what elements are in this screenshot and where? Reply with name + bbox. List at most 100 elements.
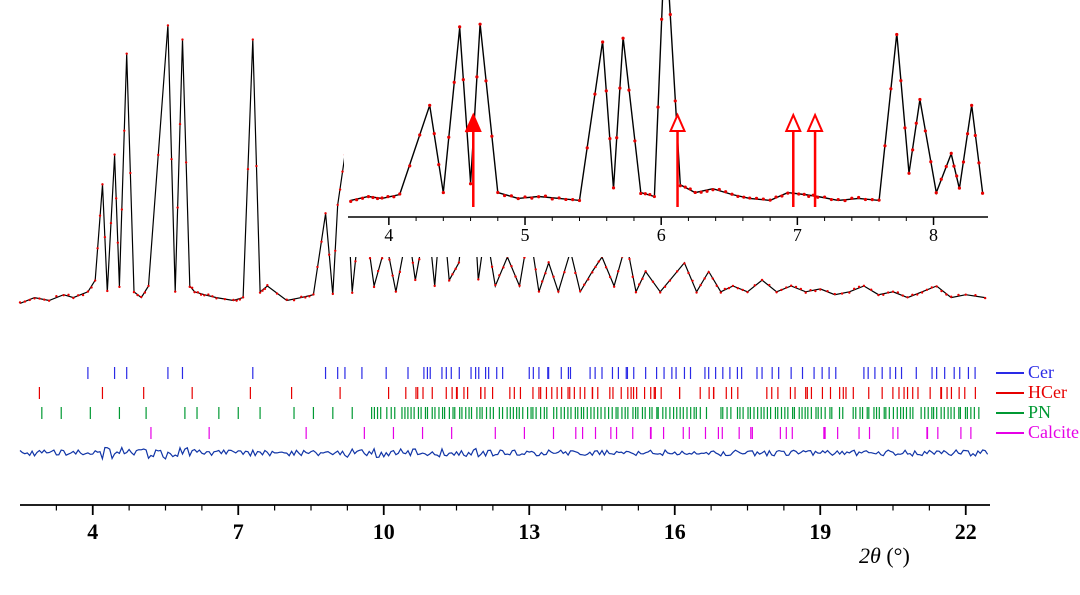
obs-marker xyxy=(129,172,131,174)
obs-marker xyxy=(211,295,213,297)
obs-marker xyxy=(117,242,119,244)
inset-obs-marker xyxy=(355,198,358,201)
obs-marker xyxy=(737,287,739,289)
obs-marker xyxy=(388,258,390,260)
obs-marker xyxy=(332,293,334,295)
obs-marker xyxy=(203,294,205,296)
inset-obs-marker xyxy=(442,191,445,194)
inset-obs-marker xyxy=(883,144,886,147)
inset-obs-marker xyxy=(803,193,806,196)
obs-marker xyxy=(72,297,74,299)
obs-marker xyxy=(99,215,101,217)
inset-obs-marker xyxy=(877,199,880,202)
inset-obs-marker xyxy=(769,199,772,202)
obs-marker xyxy=(121,208,123,210)
inset-obs-marker xyxy=(633,139,636,142)
obs-marker xyxy=(458,261,460,263)
inset-obs-marker xyxy=(915,122,918,125)
obs-marker xyxy=(761,279,763,281)
inset-obs-marker xyxy=(428,104,431,107)
obs-marker xyxy=(591,271,593,273)
obs-marker xyxy=(902,294,904,296)
inset-obs-marker xyxy=(537,195,540,198)
inset-obs-marker xyxy=(478,23,481,26)
inset-obs-marker xyxy=(748,196,751,199)
inset-obs-marker xyxy=(653,195,656,198)
obs-marker xyxy=(635,291,637,293)
inset-obs-marker xyxy=(977,161,980,164)
obs-marker xyxy=(264,288,266,290)
inset-obs-marker xyxy=(786,192,789,195)
obs-marker xyxy=(38,297,40,299)
x-axis-title: 2θ (°) xyxy=(859,543,910,569)
obs-marker xyxy=(261,290,263,292)
obs-marker xyxy=(547,261,549,263)
inset-obs-marker xyxy=(962,160,965,163)
obs-marker xyxy=(433,285,435,287)
obs-marker xyxy=(477,278,479,280)
inset-obs-marker xyxy=(605,89,608,92)
obs-marker xyxy=(101,183,103,185)
obs-marker xyxy=(695,291,697,293)
obs-marker xyxy=(858,286,860,288)
obs-marker xyxy=(232,299,234,301)
inset-obs-marker xyxy=(974,134,977,137)
obs-marker xyxy=(926,289,928,291)
inset-obs-marker xyxy=(644,192,647,195)
obs-marker xyxy=(659,291,661,293)
inset-obs-marker xyxy=(684,186,687,189)
obs-marker xyxy=(950,296,952,298)
obs-marker xyxy=(557,290,559,292)
x-tick-label: 22 xyxy=(955,519,977,544)
inset-obs-marker xyxy=(517,197,520,200)
inset-obs-marker xyxy=(648,193,651,196)
obs-marker xyxy=(598,260,600,262)
inset-obs-marker xyxy=(418,133,421,136)
obs-marker xyxy=(819,288,821,290)
inset-obs-marker xyxy=(929,160,932,163)
inset-obs-marker xyxy=(484,79,487,82)
inset-obs-marker xyxy=(386,195,389,198)
obs-marker xyxy=(118,286,120,288)
inset-obs-marker xyxy=(911,148,914,151)
obs-marker xyxy=(502,266,504,268)
obs-marker xyxy=(191,287,193,289)
obs-marker xyxy=(320,241,322,243)
obs-marker xyxy=(957,294,959,296)
inset-obs-marker xyxy=(639,192,642,195)
inset-obs-marker xyxy=(392,195,395,198)
inset-obs-marker xyxy=(437,163,440,166)
obs-marker xyxy=(775,291,777,293)
obs-marker xyxy=(82,294,84,296)
obs-marker xyxy=(43,298,45,300)
legend-label-calcite: Calcite xyxy=(1028,422,1079,443)
obs-marker xyxy=(115,197,117,199)
obs-marker xyxy=(518,285,520,287)
inset-obs-marker xyxy=(899,79,902,82)
obs-marker xyxy=(724,288,726,290)
inset-obs-marker xyxy=(557,196,560,199)
obs-marker xyxy=(67,294,69,296)
inset-obs-marker xyxy=(907,172,910,175)
obs-marker xyxy=(863,285,865,287)
obs-marker xyxy=(491,266,493,268)
obs-marker xyxy=(877,294,879,296)
obs-marker xyxy=(716,285,718,287)
obs-marker xyxy=(33,297,35,299)
inset-obs-marker xyxy=(945,165,948,168)
obs-marker xyxy=(897,291,899,293)
obs-marker xyxy=(106,290,108,292)
inset-obs-marker xyxy=(823,195,826,198)
inset-obs-marker xyxy=(952,164,955,167)
obs-marker xyxy=(552,276,554,278)
obs-marker xyxy=(594,266,596,268)
x-tick-label: 19 xyxy=(809,519,831,544)
obs-marker xyxy=(126,52,128,54)
x-tick-label: 7 xyxy=(233,519,244,544)
obs-marker xyxy=(113,153,115,155)
obs-marker xyxy=(144,291,146,293)
inset-obs-marker xyxy=(857,196,860,199)
obs-marker xyxy=(583,283,585,285)
obs-marker xyxy=(193,291,195,293)
inset-obs-marker xyxy=(601,40,604,43)
